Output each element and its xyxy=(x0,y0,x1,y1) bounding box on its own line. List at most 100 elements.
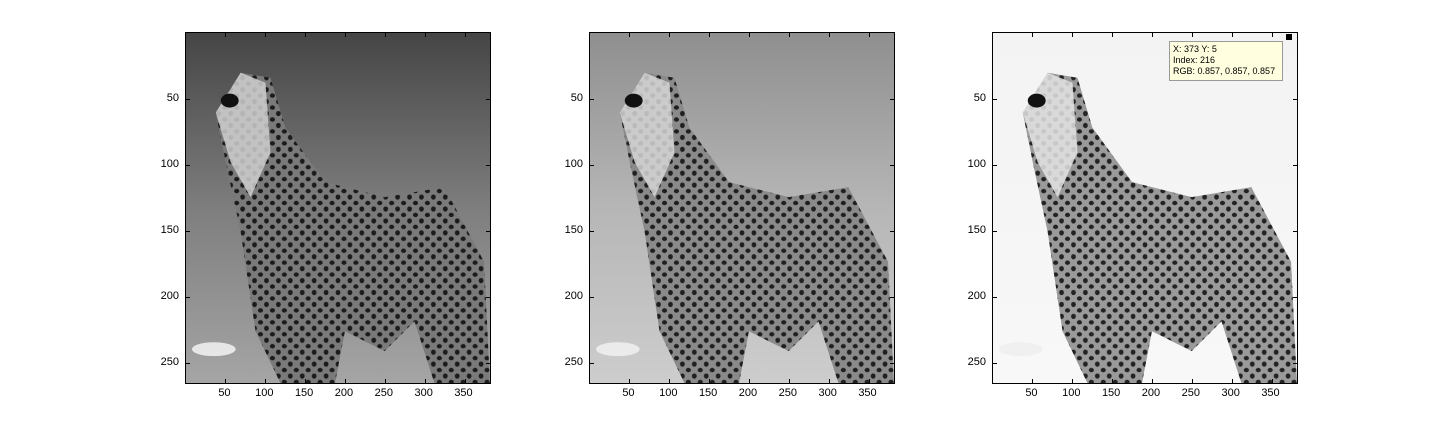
xtick-label: 150 xyxy=(698,387,718,399)
cheetah-body xyxy=(1022,72,1297,383)
cheetah-image xyxy=(993,33,1297,383)
image-axes-2[interactable] xyxy=(589,32,895,384)
xtick-mark xyxy=(788,33,790,37)
xtick-label: 200 xyxy=(334,387,354,399)
xtick-label: 350 xyxy=(858,387,877,399)
xtick-label: 200 xyxy=(1141,387,1161,399)
xtick-mark xyxy=(1072,33,1074,37)
xtick-label: 150 xyxy=(1101,387,1121,399)
xtick-mark xyxy=(1191,33,1193,37)
xtick-mark xyxy=(265,33,267,37)
ytick-label: 200 xyxy=(160,290,179,302)
cheetah-body xyxy=(215,72,490,383)
xtick-mark xyxy=(1151,379,1153,383)
ytick-label: 250 xyxy=(160,356,179,369)
ytick-mark xyxy=(186,164,190,166)
xtick-mark xyxy=(265,379,267,383)
ytick-mark xyxy=(890,230,894,232)
xtick-mark xyxy=(669,33,671,37)
xtick-label: 150 xyxy=(294,387,314,399)
xtick-mark xyxy=(629,379,631,383)
ytick-label: 150 xyxy=(160,223,179,236)
xtick-mark xyxy=(464,379,466,383)
ytick-label: 50 xyxy=(973,91,986,104)
ytick-label: 50 xyxy=(570,91,583,104)
ytick-mark xyxy=(993,230,997,232)
ytick-mark xyxy=(1293,230,1297,232)
xtick-mark xyxy=(868,33,870,37)
xtick-label: 100 xyxy=(659,387,678,399)
xtick-mark xyxy=(1032,33,1034,37)
ytick-mark xyxy=(590,230,594,232)
xtick-label: 300 xyxy=(818,387,837,399)
cheetah-image xyxy=(590,33,894,383)
xtick-mark xyxy=(424,379,426,383)
xtick-mark xyxy=(344,33,346,37)
image-axes-3[interactable] xyxy=(992,32,1298,384)
xtick-mark xyxy=(1112,33,1114,37)
xtick-label: 300 xyxy=(1221,387,1240,399)
ytick-mark xyxy=(486,230,490,232)
xtick-mark xyxy=(868,379,870,383)
xtick-label: 50 xyxy=(622,387,635,399)
xtick-mark xyxy=(305,33,307,37)
xtick-mark xyxy=(1271,33,1273,37)
xtick-label: 250 xyxy=(778,387,797,399)
xtick-mark xyxy=(384,33,386,37)
ytick-mark xyxy=(993,363,997,365)
xtick-mark xyxy=(669,379,671,383)
xtick-mark xyxy=(629,33,631,37)
xtick-mark xyxy=(1032,379,1034,383)
ytick-mark xyxy=(590,98,594,100)
ytick-mark xyxy=(993,98,997,100)
ytick-label: 100 xyxy=(160,157,179,170)
ytick-mark xyxy=(486,297,490,298)
xtick-label: 100 xyxy=(255,387,274,399)
ytick-mark xyxy=(1293,363,1297,365)
xtick-label: 350 xyxy=(1261,387,1280,399)
ytick-label: 200 xyxy=(967,290,986,302)
image-axes-1[interactable] xyxy=(185,32,491,384)
datatip-coords: X: 373 Y: 5 xyxy=(1173,44,1217,54)
datatip-marker[interactable] xyxy=(1286,34,1292,40)
ytick-mark xyxy=(590,164,594,166)
xtick-mark xyxy=(828,33,830,37)
ytick-mark xyxy=(186,297,190,298)
xtick-label: 50 xyxy=(218,387,231,399)
xtick-mark xyxy=(464,33,466,37)
xtick-mark xyxy=(709,379,711,383)
ytick-mark xyxy=(186,230,190,232)
ytick-mark xyxy=(486,164,490,166)
xtick-mark xyxy=(1191,379,1193,383)
ytick-mark xyxy=(890,297,894,298)
ytick-mark xyxy=(186,98,190,100)
ytick-mark xyxy=(993,297,997,298)
xtick-mark xyxy=(1271,379,1273,383)
ytick-mark xyxy=(890,164,894,166)
ytick-label: 250 xyxy=(967,356,986,369)
ytick-mark xyxy=(890,363,894,365)
xtick-label: 250 xyxy=(374,387,393,399)
xtick-label: 100 xyxy=(1062,387,1081,399)
xtick-mark xyxy=(748,379,750,383)
xtick-mark xyxy=(344,379,346,383)
xtick-mark xyxy=(305,379,307,383)
xtick-mark xyxy=(1231,33,1233,37)
xtick-mark xyxy=(225,379,227,383)
ytick-label: 250 xyxy=(564,356,583,369)
xtick-mark xyxy=(424,33,426,37)
ytick-mark xyxy=(1293,297,1297,298)
xtick-label: 50 xyxy=(1025,387,1038,399)
ytick-mark xyxy=(486,363,490,365)
ytick-mark xyxy=(890,98,894,100)
ytick-label: 100 xyxy=(564,157,583,170)
xtick-mark xyxy=(384,379,386,383)
xtick-mark xyxy=(1151,33,1153,37)
ytick-label: 50 xyxy=(166,91,179,104)
xtick-mark xyxy=(828,379,830,383)
data-tip[interactable]: X: 373 Y: 5 Index: 216 RGB: 0.857, 0.857… xyxy=(1169,41,1283,81)
xtick-mark xyxy=(1231,379,1233,383)
xtick-label: 250 xyxy=(1181,387,1200,399)
xtick-mark xyxy=(709,33,711,37)
ytick-mark xyxy=(993,164,997,166)
